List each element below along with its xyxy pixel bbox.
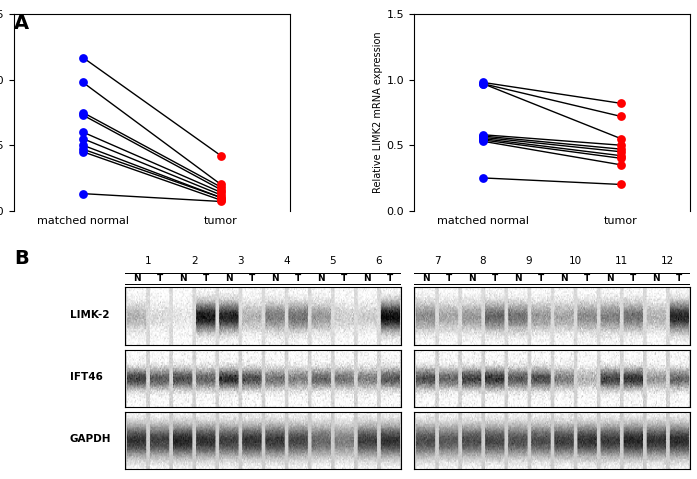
Point bbox=[615, 135, 627, 143]
Point bbox=[77, 109, 89, 116]
Point bbox=[77, 111, 89, 119]
Point bbox=[77, 54, 89, 61]
Point bbox=[615, 154, 627, 162]
Text: T: T bbox=[249, 274, 255, 283]
Point bbox=[215, 191, 227, 199]
Point bbox=[615, 181, 627, 188]
Text: A: A bbox=[14, 14, 29, 34]
Point bbox=[477, 135, 489, 143]
Text: 1: 1 bbox=[145, 256, 152, 266]
Point bbox=[215, 198, 227, 205]
Text: N: N bbox=[179, 274, 187, 283]
Text: N: N bbox=[560, 274, 567, 283]
Text: N: N bbox=[468, 274, 475, 283]
Text: T: T bbox=[583, 274, 590, 283]
Text: 2: 2 bbox=[191, 256, 198, 266]
Point bbox=[77, 135, 89, 143]
Point bbox=[477, 137, 489, 145]
Text: T: T bbox=[445, 274, 452, 283]
Text: LIMK-2: LIMK-2 bbox=[70, 310, 109, 320]
Text: 5: 5 bbox=[329, 256, 336, 266]
Text: 7: 7 bbox=[434, 256, 441, 266]
Point bbox=[215, 194, 227, 201]
Point bbox=[77, 190, 89, 197]
Text: N: N bbox=[317, 274, 325, 283]
Text: 6: 6 bbox=[375, 256, 382, 266]
Text: 4: 4 bbox=[283, 256, 290, 266]
Text: N: N bbox=[271, 274, 279, 283]
Point bbox=[215, 196, 227, 204]
Point bbox=[77, 79, 89, 86]
Text: T: T bbox=[157, 274, 163, 283]
Text: 10: 10 bbox=[569, 256, 581, 266]
Text: T: T bbox=[675, 274, 682, 283]
Text: GAPDH: GAPDH bbox=[70, 434, 112, 445]
Text: 12: 12 bbox=[660, 256, 674, 266]
Point bbox=[615, 152, 627, 160]
Text: 9: 9 bbox=[526, 256, 533, 266]
Point bbox=[615, 113, 627, 120]
Text: 8: 8 bbox=[480, 256, 487, 266]
Text: T: T bbox=[629, 274, 636, 283]
Y-axis label: Relative LIMK2 mRNA expression: Relative LIMK2 mRNA expression bbox=[373, 32, 383, 194]
Point bbox=[615, 141, 627, 149]
Point bbox=[615, 161, 627, 169]
Text: N: N bbox=[652, 274, 659, 283]
Text: N: N bbox=[606, 274, 613, 283]
Point bbox=[215, 186, 227, 194]
Text: T: T bbox=[491, 274, 498, 283]
Text: IFT46: IFT46 bbox=[70, 372, 102, 382]
Text: T: T bbox=[295, 274, 301, 283]
Text: 11: 11 bbox=[614, 256, 628, 266]
Point bbox=[215, 181, 227, 188]
Text: N: N bbox=[514, 274, 521, 283]
Point bbox=[477, 131, 489, 138]
Text: T: T bbox=[387, 274, 393, 283]
Point bbox=[615, 145, 627, 153]
Point bbox=[77, 148, 89, 156]
Point bbox=[77, 141, 89, 149]
Point bbox=[215, 183, 227, 191]
Point bbox=[477, 136, 489, 144]
Point bbox=[477, 132, 489, 140]
Point bbox=[77, 128, 89, 136]
Text: T: T bbox=[203, 274, 209, 283]
Text: B: B bbox=[14, 249, 29, 268]
Point bbox=[477, 80, 489, 88]
Point bbox=[477, 80, 489, 88]
Text: 3: 3 bbox=[237, 256, 244, 266]
Text: T: T bbox=[537, 274, 544, 283]
Text: N: N bbox=[422, 274, 429, 283]
Point bbox=[615, 148, 627, 156]
Point bbox=[215, 194, 227, 201]
Point bbox=[215, 152, 227, 160]
Point bbox=[215, 189, 227, 196]
Text: N: N bbox=[363, 274, 371, 283]
Text: T: T bbox=[341, 274, 347, 283]
Point bbox=[477, 79, 489, 86]
Text: N: N bbox=[225, 274, 233, 283]
Text: N: N bbox=[133, 274, 141, 283]
Point bbox=[77, 145, 89, 153]
Point bbox=[615, 100, 627, 107]
Point bbox=[477, 134, 489, 141]
Point bbox=[477, 174, 489, 182]
